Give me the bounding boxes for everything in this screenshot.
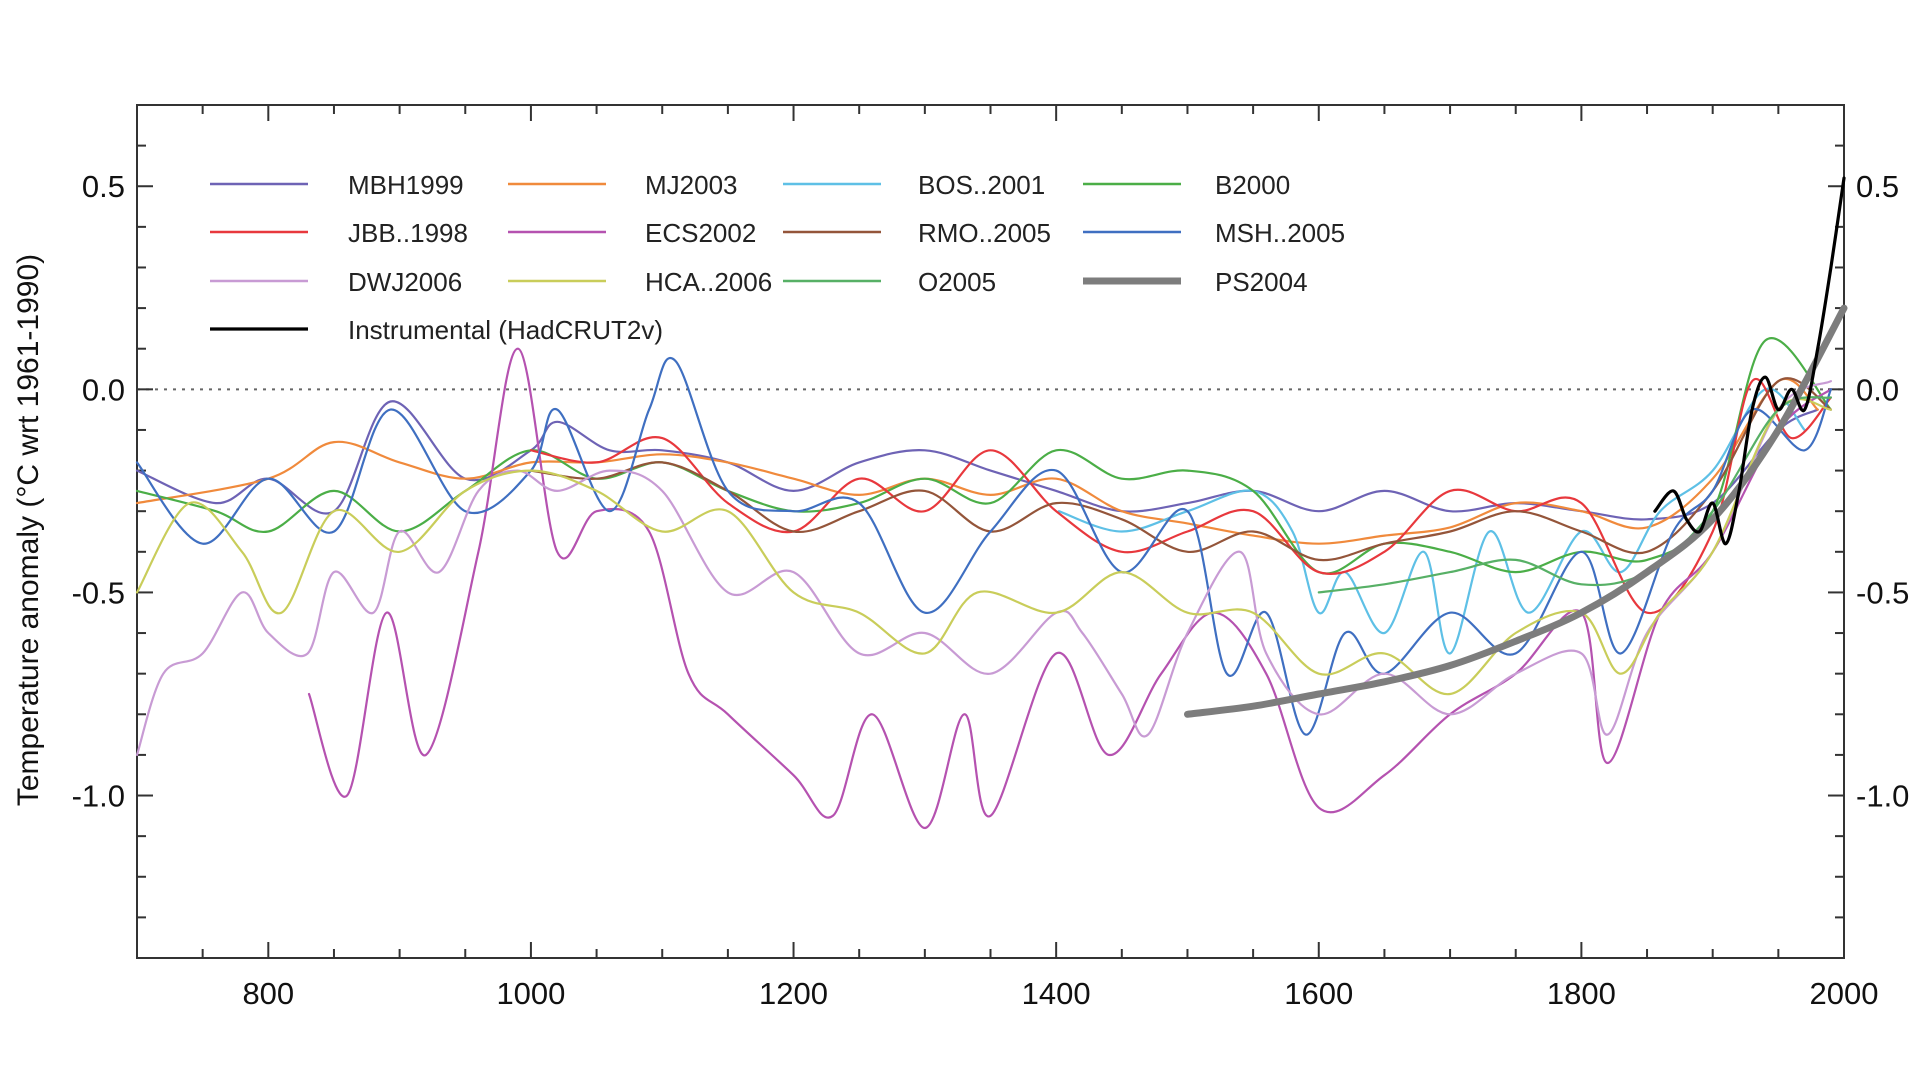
y-axis-label: Temperature anomaly (°C wrt 1961-1990) — [12, 254, 45, 806]
legend-label: MJ2003 — [645, 170, 738, 200]
legend-label: ECS2002 — [645, 218, 756, 248]
y-tick-label-right: -0.5 — [1856, 575, 1909, 610]
x-tick-label: 1400 — [1022, 976, 1091, 1011]
y-tick-label-left: -1.0 — [72, 779, 125, 814]
series-line-instrumental-hadcrut2v- — [1653, 176, 1846, 546]
legend-label: RMO..2005 — [918, 218, 1051, 248]
series-line-mj2003 — [135, 377, 1819, 545]
legend-label: Instrumental (HadCRUT2v) — [348, 315, 663, 345]
x-tick-label: 1200 — [759, 976, 828, 1011]
series-line-b2000 — [135, 337, 1832, 575]
series-lines — [135, 176, 1848, 830]
legend-label: O2005 — [918, 267, 996, 297]
x-tick-label: 1000 — [496, 976, 565, 1011]
x-tick-label: 1800 — [1547, 976, 1616, 1011]
series-line-jbb-1998 — [529, 377, 1832, 614]
series-line-ecs2002 — [307, 347, 1832, 830]
axis-ticks: 800 1000 1200 1400 1600 1800 2000 0.5 0.5 0.0 0.0 -… — [72, 104, 1909, 1011]
legend-label: DWJ2006 — [348, 267, 462, 297]
y-tick-label-right: -1.0 — [1856, 779, 1909, 814]
y-tick-label-left: -0.5 — [72, 575, 125, 610]
legend-label: JBB..1998 — [348, 218, 468, 248]
legend-label: MBH1999 — [348, 170, 464, 200]
x-tick-label: 1600 — [1284, 976, 1353, 1011]
x-tick-label: 800 — [242, 976, 294, 1011]
series-line-msh-2005 — [135, 357, 1832, 736]
legend-label: MSH..2005 — [1215, 218, 1345, 248]
legend-label: PS2004 — [1215, 267, 1308, 297]
series-line-dwj2006 — [135, 380, 1832, 756]
y-tick-label-left: 0.0 — [82, 372, 125, 407]
y-tick-label-right: 0.5 — [1856, 169, 1899, 204]
series-line-o2005 — [1317, 396, 1832, 594]
x-tick-label: 2000 — [1810, 976, 1879, 1011]
y-tick-label-right: 0.0 — [1856, 372, 1899, 407]
legend-label: HCA..2006 — [645, 267, 772, 297]
y-tick-label-left: 0.5 — [82, 169, 125, 204]
legend: MBH1999 MJ2003 BOS..2001 B2000 JBB..1998 ECS2… — [210, 170, 1345, 345]
series-line-ps2004 — [1184, 304, 1848, 718]
legend-label: B2000 — [1215, 170, 1290, 200]
series-line-hca-2006 — [135, 397, 1832, 696]
legend-label: BOS..2001 — [918, 170, 1045, 200]
